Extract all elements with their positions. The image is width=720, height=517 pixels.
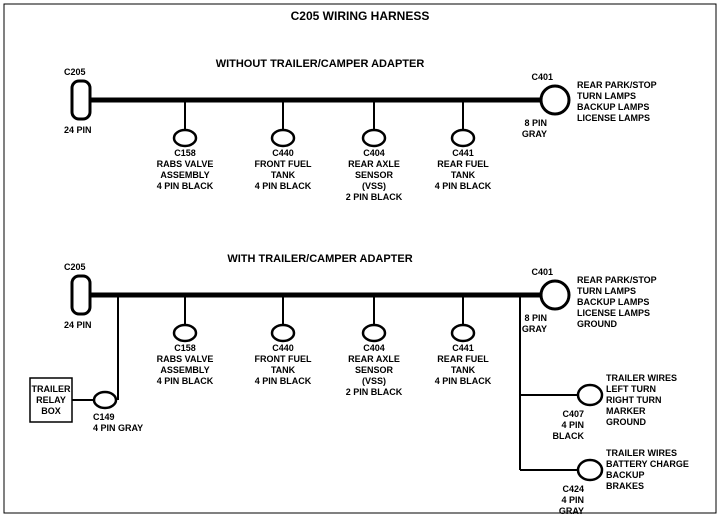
svg-text:REAR FUEL: REAR FUEL [437,159,489,169]
svg-text:24 PIN: 24 PIN [64,320,92,330]
svg-text:RELAY: RELAY [36,395,66,405]
svg-text:REAR PARK/STOP: REAR PARK/STOP [577,80,657,90]
svg-text:4 PIN BLACK: 4 PIN BLACK [435,181,492,191]
svg-text:LICENSE LAMPS: LICENSE LAMPS [577,113,650,123]
svg-text:4 PIN BLACK: 4 PIN BLACK [435,376,492,386]
svg-text:TRAILER WIRES: TRAILER WIRES [606,373,677,383]
connector-C407 [578,385,602,405]
svg-text:GRAY: GRAY [559,506,584,516]
connector-C158 [174,130,196,146]
connector-C424 [578,460,602,480]
svg-text:(VSS): (VSS) [362,181,386,191]
svg-text:MARKER: MARKER [606,406,646,416]
svg-text:TANK: TANK [451,365,476,375]
connector-C440 [272,325,294,341]
svg-text:TRAILER: TRAILER [32,384,71,394]
svg-text:8 PIN: 8 PIN [524,313,547,323]
svg-text:WITHOUT TRAILER/CAMPER ADAPT: WITHOUT TRAILER/CAMPER ADAPTER [216,58,425,70]
svg-text:4 PIN BLACK: 4 PIN BLACK [157,181,214,191]
wiring-diagram: C205 WIRING HARNESS WITHOUT TRAILER/CAMPE… [0,0,720,517]
svg-text:C158: C158 [174,343,196,353]
svg-text:4 PIN: 4 PIN [561,495,584,505]
svg-text:C149: C149 [93,412,115,422]
svg-text:TANK: TANK [271,170,296,180]
connector-C441 [452,325,474,341]
svg-text:C441: C441 [452,148,474,158]
connector-C401 [541,86,569,114]
svg-text:LICENSE LAMPS: LICENSE LAMPS [577,308,650,318]
svg-text:C205 WIRING HARNESS: C205 WIRING HARNESS [291,9,430,23]
svg-text:GRAY: GRAY [522,324,547,334]
svg-text:REAR AXLE: REAR AXLE [348,354,400,364]
svg-text:FRONT FUEL: FRONT FUEL [255,354,312,364]
svg-text:RABS VALVE: RABS VALVE [157,159,214,169]
svg-text:SENSOR: SENSOR [355,170,394,180]
svg-text:2 PIN BLACK: 2 PIN BLACK [346,387,403,397]
svg-text:BACKUP LAMPS: BACKUP LAMPS [577,102,649,112]
svg-text:8 PIN: 8 PIN [524,118,547,128]
svg-text:ASSEMBLY: ASSEMBLY [160,170,209,180]
svg-text:GROUND: GROUND [606,417,646,427]
svg-text:4 PIN GRAY: 4 PIN GRAY [93,423,143,433]
svg-text:LEFT TURN: LEFT TURN [606,384,656,394]
svg-text:C440: C440 [272,343,294,353]
svg-text:C205: C205 [64,67,86,77]
svg-text:ASSEMBLY: ASSEMBLY [160,365,209,375]
svg-text:REAR FUEL: REAR FUEL [437,354,489,364]
connector-C205 [72,276,90,314]
svg-text:BRAKES: BRAKES [606,481,644,491]
connector-C404 [363,325,385,341]
svg-text:(VSS): (VSS) [362,376,386,386]
svg-text:GRAY: GRAY [522,129,547,139]
connector-C205 [72,81,90,119]
svg-text:BACKUP: BACKUP [606,470,645,480]
svg-text:C404: C404 [363,148,385,158]
svg-text:BACKUP LAMPS: BACKUP LAMPS [577,297,649,307]
svg-text:TANK: TANK [451,170,476,180]
svg-text:SENSOR: SENSOR [355,365,394,375]
connector-C440 [272,130,294,146]
svg-text:2 PIN BLACK: 2 PIN BLACK [346,192,403,202]
svg-text:BATTERY CHARGE: BATTERY CHARGE [606,459,689,469]
svg-text:TURN LAMPS: TURN LAMPS [577,286,636,296]
connector-C404 [363,130,385,146]
svg-text:C407: C407 [562,409,584,419]
svg-text:TANK: TANK [271,365,296,375]
svg-text:RABS VALVE: RABS VALVE [157,354,214,364]
svg-text:REAR PARK/STOP: REAR PARK/STOP [577,275,657,285]
svg-text:C440: C440 [272,148,294,158]
svg-text:4 PIN: 4 PIN [561,420,584,430]
svg-text:24 PIN: 24 PIN [64,125,92,135]
svg-text:GROUND: GROUND [577,319,617,329]
connector-C401 [541,281,569,309]
svg-text:C401: C401 [531,72,553,82]
svg-text:C441: C441 [452,343,474,353]
connector-C158 [174,325,196,341]
svg-text:C205: C205 [64,262,86,272]
svg-text:TURN LAMPS: TURN LAMPS [577,91,636,101]
svg-text:REAR AXLE: REAR AXLE [348,159,400,169]
svg-text:4 PIN BLACK: 4 PIN BLACK [255,181,312,191]
svg-text:WITH TRAILER/CAMPER ADAPTER: WITH TRAILER/CAMPER ADAPTER [227,253,412,265]
svg-text:RIGHT TURN: RIGHT TURN [606,395,662,405]
svg-text:BLACK: BLACK [553,431,585,441]
svg-text:C404: C404 [363,343,385,353]
connector-C149 [94,392,116,408]
svg-text:TRAILER WIRES: TRAILER WIRES [606,448,677,458]
svg-text:4 PIN BLACK: 4 PIN BLACK [255,376,312,386]
connector-C441 [452,130,474,146]
svg-text:4 PIN BLACK: 4 PIN BLACK [157,376,214,386]
svg-text:FRONT FUEL: FRONT FUEL [255,159,312,169]
svg-text:C424: C424 [562,484,584,494]
svg-text:BOX: BOX [41,406,61,416]
svg-text:C401: C401 [531,267,553,277]
svg-text:C158: C158 [174,148,196,158]
